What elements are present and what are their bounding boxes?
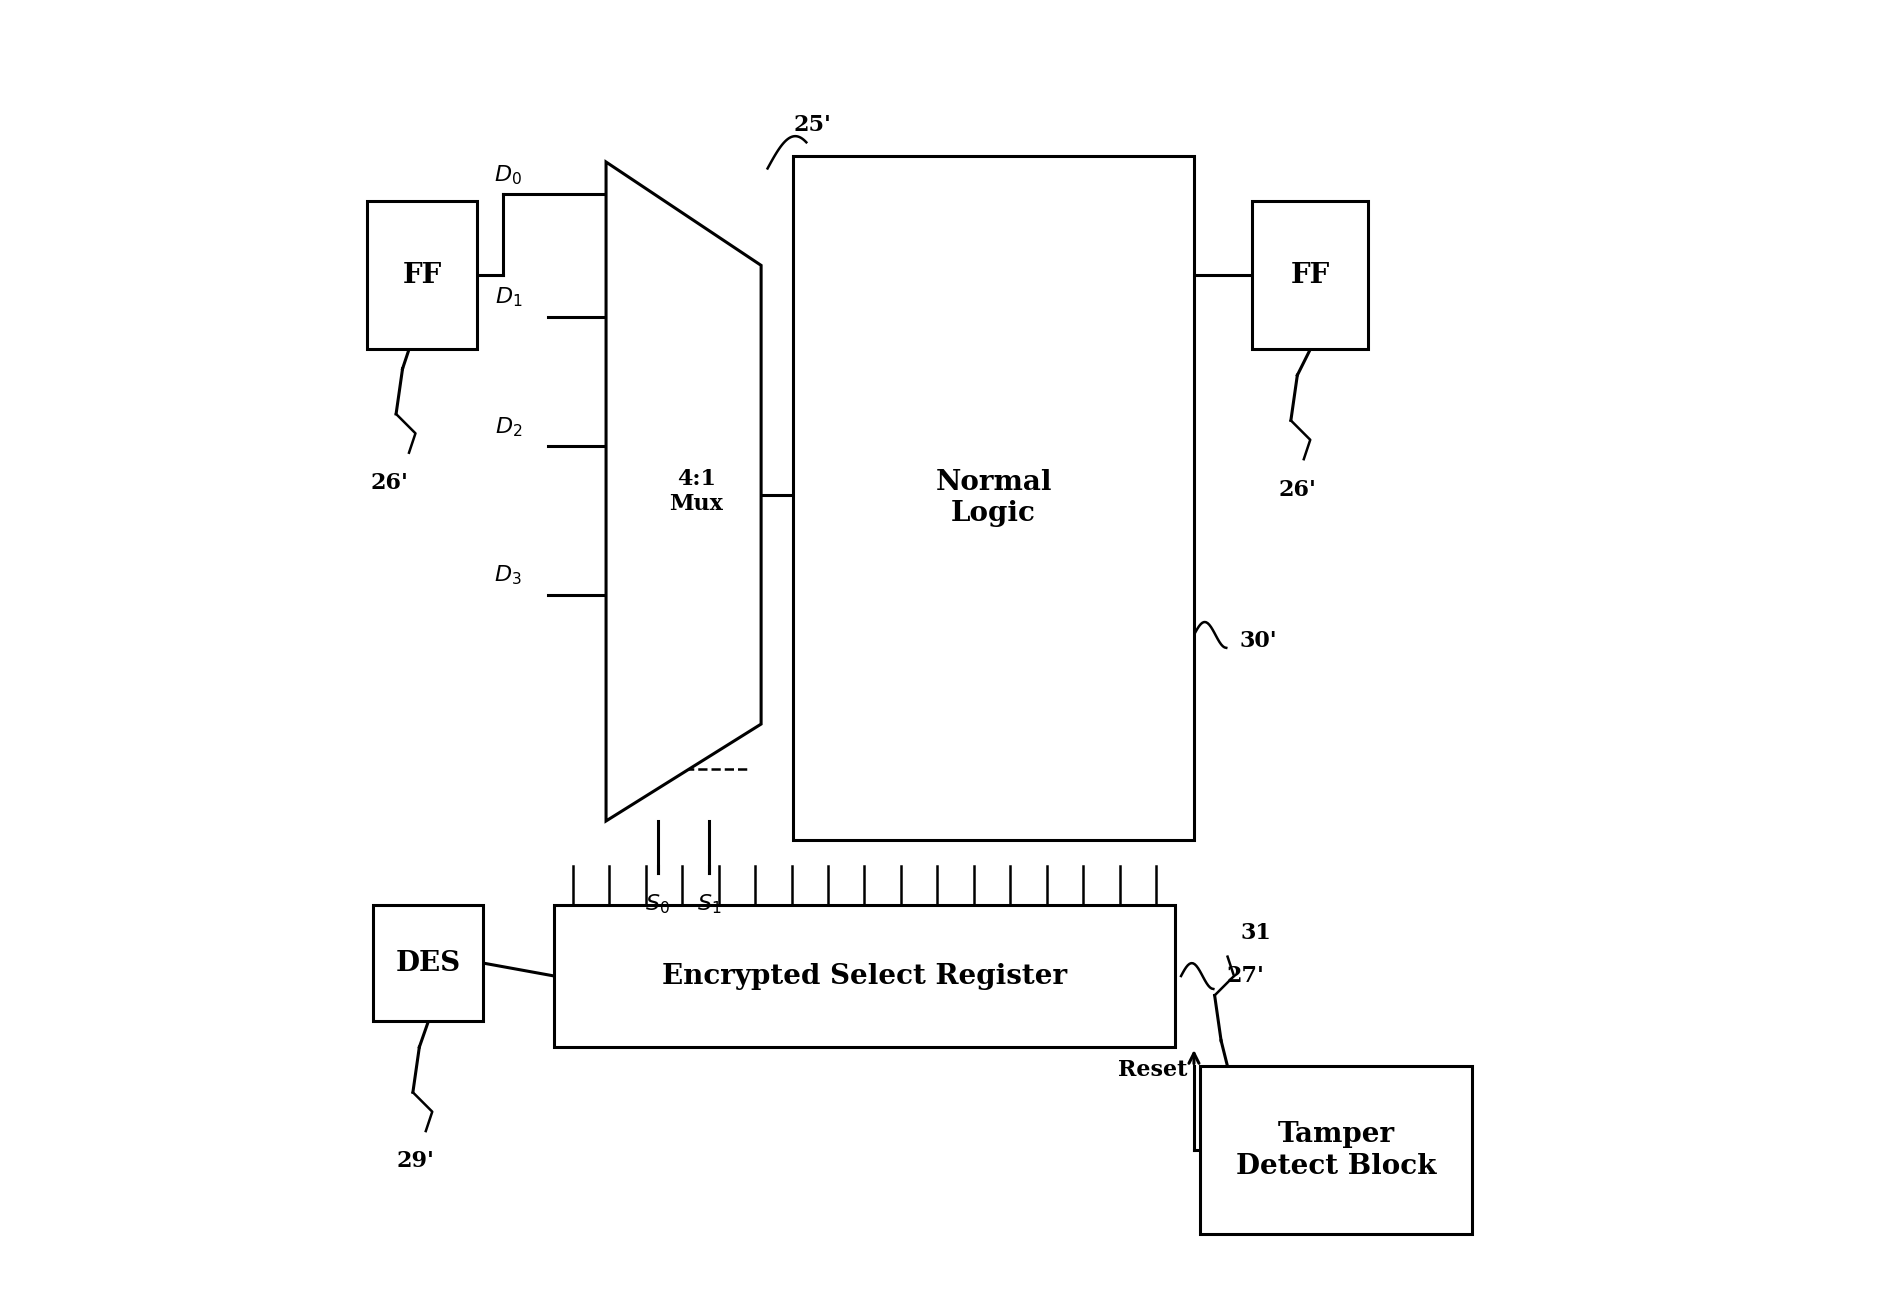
Text: $D_3$: $D_3$ xyxy=(494,564,522,588)
Bar xyxy=(554,905,1174,1047)
Polygon shape xyxy=(607,162,761,821)
Text: 25': 25' xyxy=(793,114,831,136)
Text: Reset: Reset xyxy=(1117,1059,1187,1080)
Text: $D_1$: $D_1$ xyxy=(495,286,522,310)
Text: DES: DES xyxy=(396,949,462,977)
Bar xyxy=(373,905,484,1021)
Text: $D_2$: $D_2$ xyxy=(495,415,522,439)
Text: $S_0$: $S_0$ xyxy=(646,892,671,916)
Text: 30': 30' xyxy=(1240,631,1277,653)
Text: FF: FF xyxy=(1291,261,1330,289)
Bar xyxy=(1253,201,1368,349)
Text: $S_1$: $S_1$ xyxy=(697,892,722,916)
Text: $D_0$: $D_0$ xyxy=(494,163,522,187)
Text: 4:1
Mux: 4:1 Mux xyxy=(669,468,723,515)
Text: 27': 27' xyxy=(1226,965,1264,987)
Bar xyxy=(793,155,1194,840)
Bar xyxy=(367,201,477,349)
Text: FF: FF xyxy=(403,261,441,289)
Text: 31: 31 xyxy=(1240,922,1272,944)
Text: 26': 26' xyxy=(1279,478,1317,500)
Text: Normal
Logic: Normal Logic xyxy=(936,469,1051,528)
Text: 29': 29' xyxy=(396,1151,435,1173)
Text: Encrypted Select Register: Encrypted Select Register xyxy=(661,963,1066,990)
Text: Tamper
Detect Block: Tamper Detect Block xyxy=(1236,1122,1436,1179)
Bar xyxy=(1200,1067,1471,1234)
Text: 26': 26' xyxy=(371,471,409,494)
